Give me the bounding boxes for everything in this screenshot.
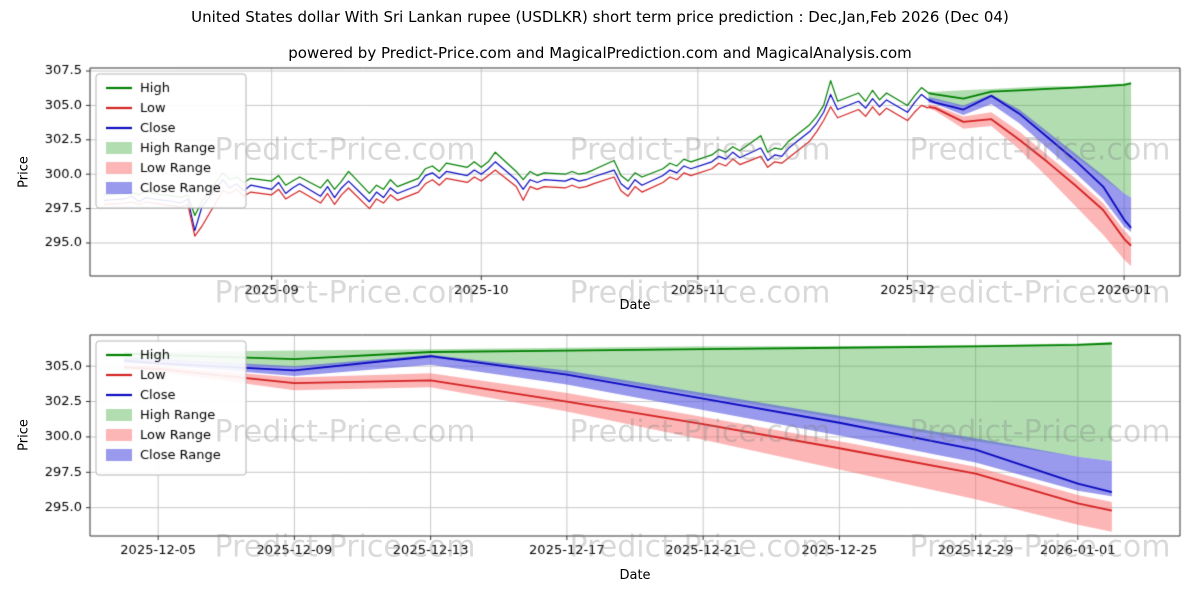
top-chart-x-axis-label: Date [619,298,651,313]
page-title: United States dollar With Sri Lankan rup… [191,8,1009,26]
powered-by-subtitle: powered by Predict-Price.com and Magical… [288,44,912,62]
top-chart-y-axis-label: Price [16,156,32,188]
bottom-chart-y-axis-label: Price [16,419,32,451]
bottom-chart-x-axis-label: Date [619,568,651,583]
